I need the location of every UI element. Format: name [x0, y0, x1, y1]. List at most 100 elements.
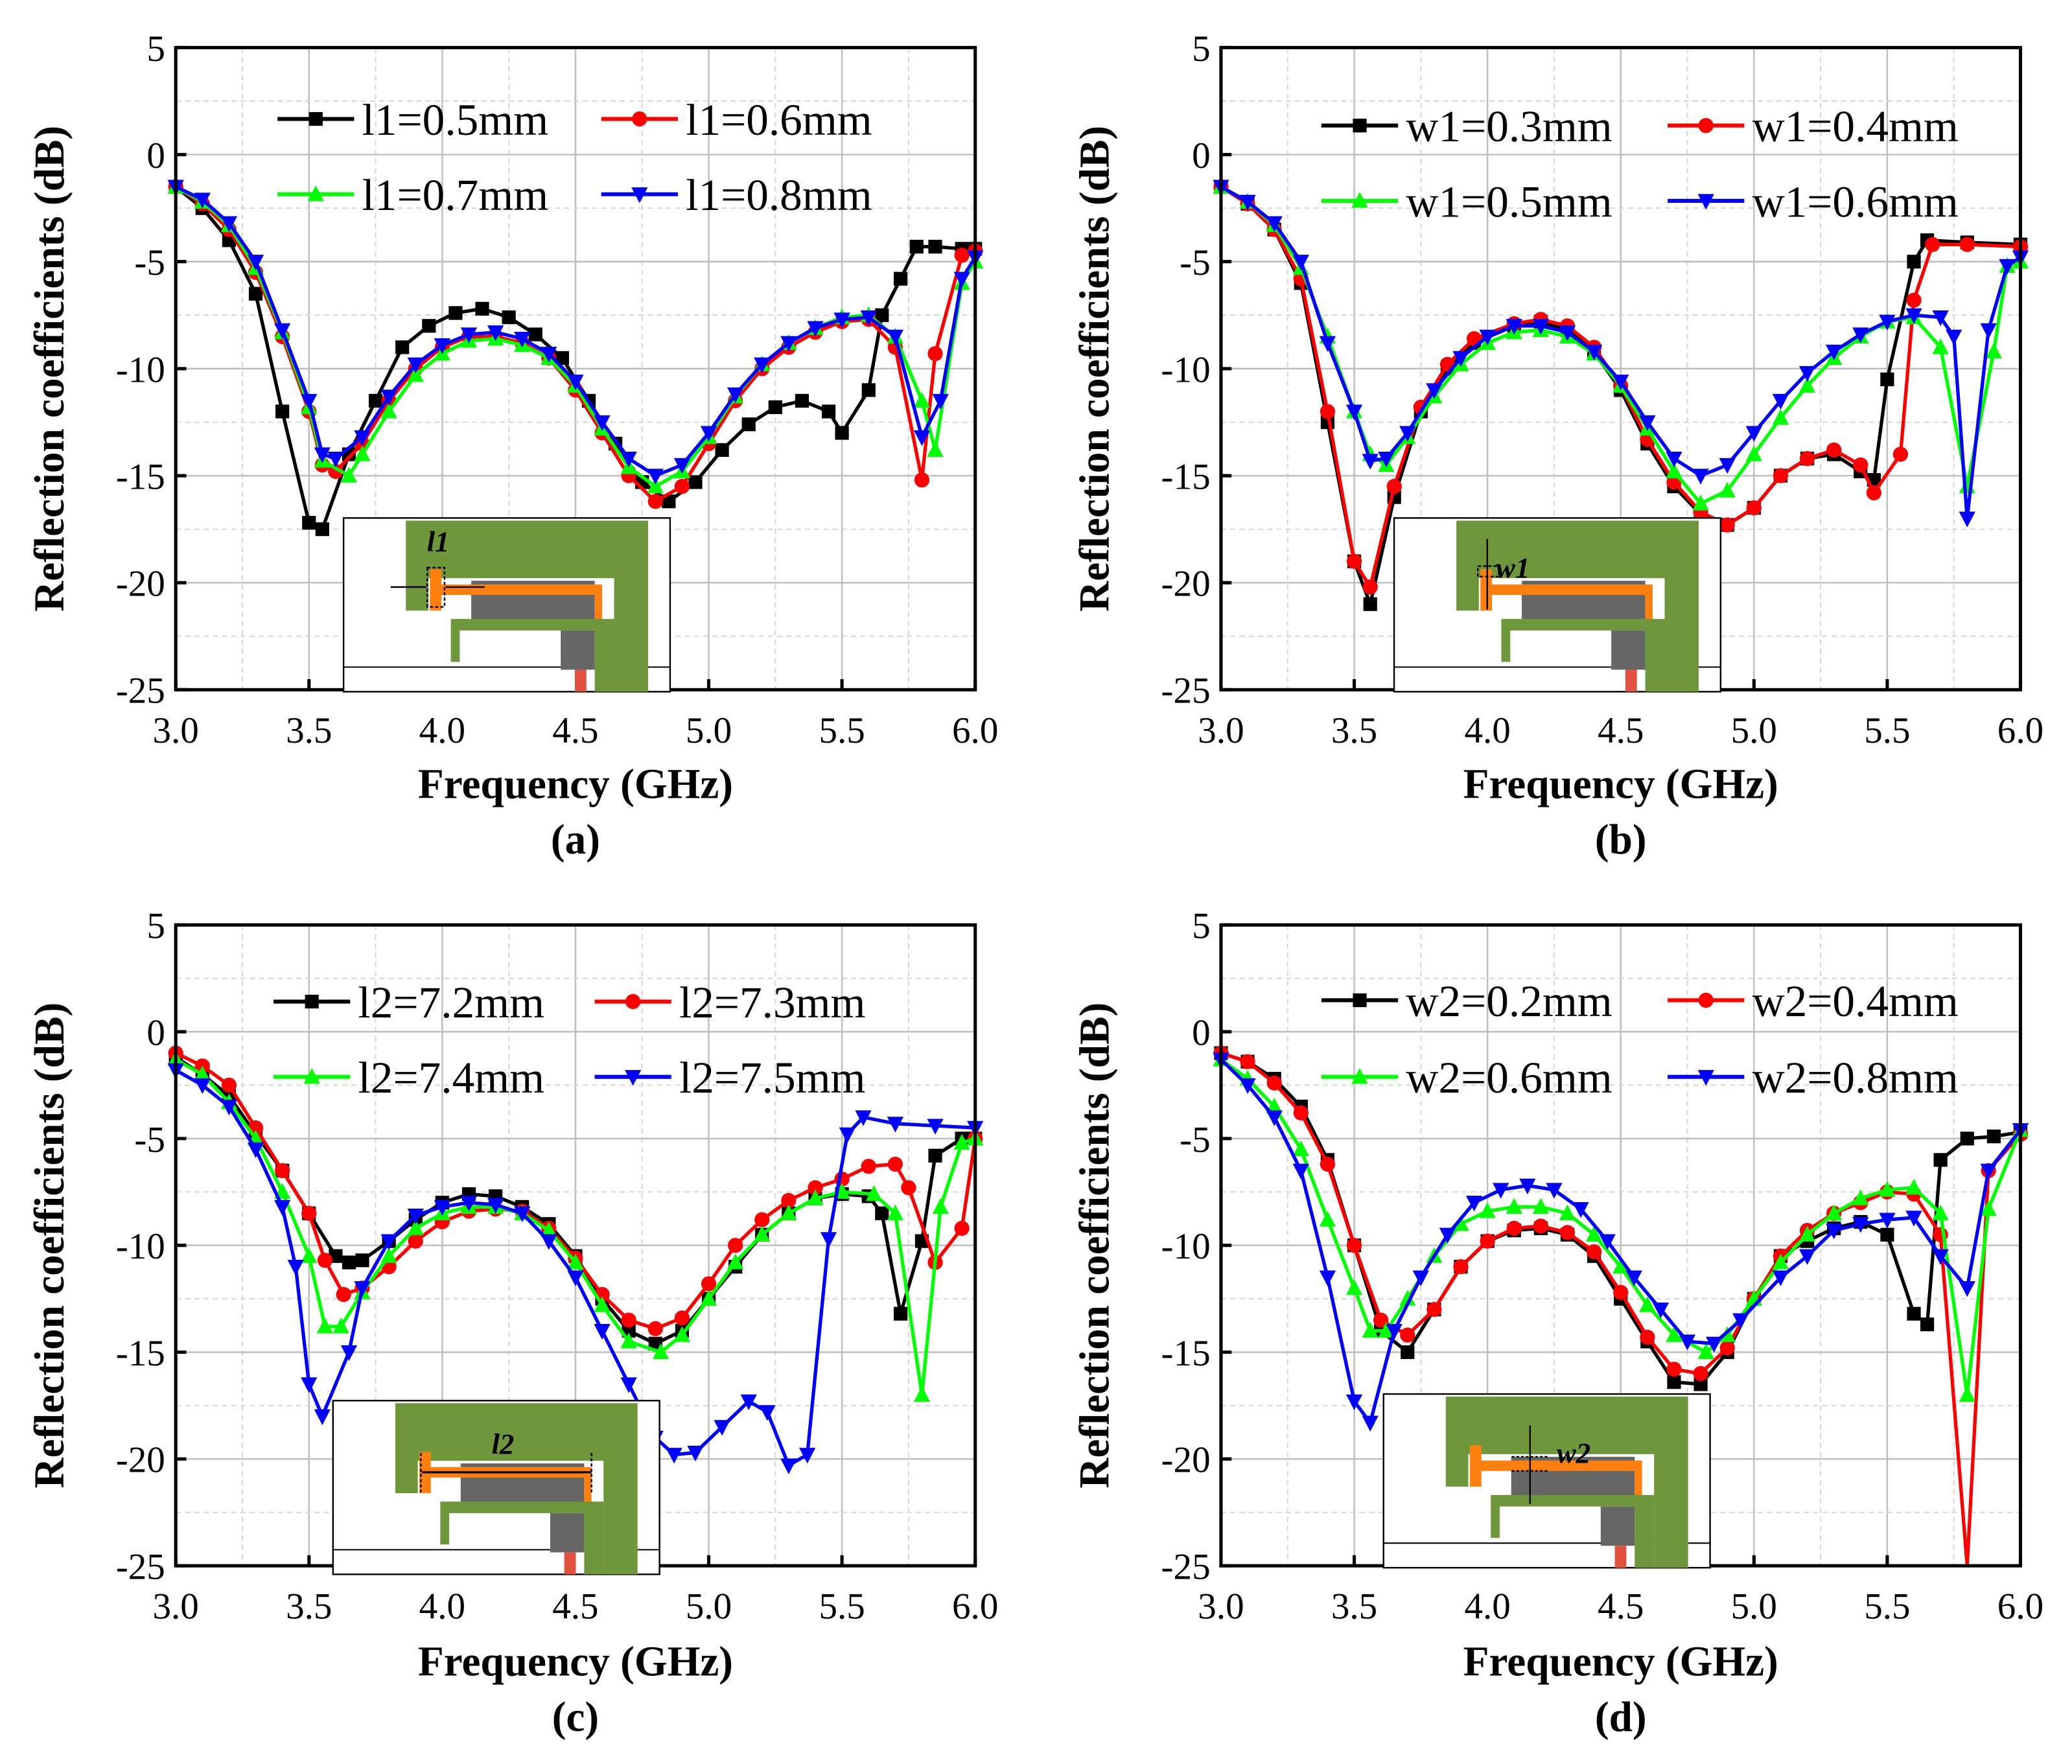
x-tick-label: 5.0 — [686, 1586, 732, 1627]
data-point — [1959, 237, 1975, 252]
x-tick-label: 6.0 — [952, 1586, 998, 1627]
data-point — [1879, 1213, 1896, 1229]
feed-port — [1614, 1546, 1627, 1568]
data-point — [953, 1133, 970, 1150]
x-tick-label: 3.0 — [152, 1586, 198, 1627]
series-2 — [167, 1050, 984, 1402]
data-point — [594, 415, 611, 432]
data-point — [1612, 1258, 1629, 1274]
x-tick-label: 5.0 — [1731, 1586, 1777, 1627]
legend-marker — [1697, 1070, 1714, 1086]
legend-label: l1=0.7mm — [362, 170, 548, 220]
data-point — [514, 332, 531, 348]
legend-label: l1=0.6mm — [686, 95, 872, 145]
data-point — [927, 441, 944, 458]
legend-entry: w2=0.2mm — [1321, 976, 1612, 1026]
x-tick-label: 3.0 — [1198, 710, 1244, 751]
data-point — [1585, 1225, 1603, 1242]
y-tick-label: 0 — [1192, 1012, 1211, 1053]
data-point — [1586, 1244, 1602, 1260]
legend-marker — [1351, 1068, 1368, 1084]
legend-label: w2=0.2mm — [1406, 976, 1612, 1026]
data-point — [302, 516, 316, 530]
data-point — [1320, 1156, 1336, 1172]
data-point — [1346, 1238, 1362, 1253]
data-point — [1852, 1217, 1869, 1233]
data-point — [1719, 517, 1735, 533]
data-point — [1362, 1321, 1379, 1338]
data-point — [1773, 468, 1789, 483]
x-axis-label: Frequency (GHz) — [1463, 1638, 1778, 1685]
data-point — [1732, 1313, 1749, 1329]
data-point — [1266, 216, 1283, 232]
legend-entry: l2=7.4mm — [274, 1052, 544, 1102]
orange-strip — [430, 569, 602, 620]
data-point — [408, 1233, 423, 1249]
data-point — [315, 522, 329, 537]
legend-label: l2=7.3mm — [679, 977, 865, 1027]
y-tick-label: -25 — [1161, 671, 1211, 712]
data-point — [1880, 372, 1894, 387]
data-point — [1666, 1362, 1682, 1377]
data-point — [1697, 1343, 1714, 1360]
legend-marker — [308, 111, 323, 126]
data-point — [1292, 255, 1309, 271]
data-point — [1772, 1270, 1789, 1286]
y-tick-label: -20 — [116, 564, 165, 605]
data-point — [865, 1185, 883, 1201]
data-point — [1905, 308, 1922, 324]
x-tick-label: 6.0 — [1997, 1586, 2043, 1627]
data-point — [795, 393, 809, 408]
data-point — [674, 1310, 690, 1326]
y-tick-label: -20 — [1161, 1440, 1211, 1481]
data-point — [620, 452, 637, 468]
data-point — [1400, 1327, 1415, 1343]
data-point — [247, 255, 264, 271]
legend-marker — [1698, 992, 1714, 1008]
data-point — [1378, 1321, 1395, 1338]
data-point — [1532, 319, 1550, 335]
data-point — [687, 1445, 704, 1462]
antenna-inset — [342, 517, 671, 693]
data-point — [301, 393, 318, 410]
y-tick-label: 0 — [146, 135, 165, 176]
data-point — [1533, 1218, 1548, 1234]
radiator-patch — [1456, 520, 1699, 692]
data-point — [932, 393, 949, 410]
data-point — [1705, 1336, 1723, 1352]
data-point — [1493, 1183, 1509, 1199]
data-point — [1426, 1301, 1442, 1317]
data-point — [354, 1281, 371, 1297]
data-point — [1985, 342, 2003, 359]
y-axis-label: Reflection coefficients (dB) — [1072, 1003, 1119, 1489]
legend: l2=7.2mm l2=7.3mm l2=7.4mm l2=7.5mm — [274, 977, 865, 1102]
data-point — [380, 1247, 397, 1263]
data-point — [1692, 469, 1709, 485]
data-point — [368, 393, 383, 408]
data-point — [220, 1099, 238, 1116]
legend-entry: l1=0.5mm — [277, 95, 548, 145]
data-point — [928, 240, 942, 254]
data-point — [808, 1180, 823, 1196]
data-point — [1613, 1284, 1629, 1300]
data-point — [909, 240, 924, 254]
data-point — [1907, 1306, 1921, 1321]
legend-marker — [632, 111, 647, 127]
data-point — [1532, 1198, 1550, 1214]
feed-block — [550, 1513, 585, 1553]
data-point — [340, 467, 358, 483]
y-tick-label: -10 — [1161, 349, 1211, 390]
x-tick-label: 6.0 — [952, 710, 998, 751]
data-point — [1452, 1215, 1469, 1231]
data-point — [1798, 377, 1816, 393]
data-point — [754, 357, 771, 373]
legend-marker — [1351, 192, 1368, 208]
legend-marker — [624, 1070, 642, 1086]
data-point — [247, 1142, 264, 1159]
legend-marker — [303, 1068, 320, 1084]
data-point — [914, 472, 930, 488]
data-point — [487, 1198, 504, 1214]
data-point — [434, 338, 450, 354]
legend-marker — [625, 993, 641, 1010]
data-point — [1319, 1211, 1336, 1227]
